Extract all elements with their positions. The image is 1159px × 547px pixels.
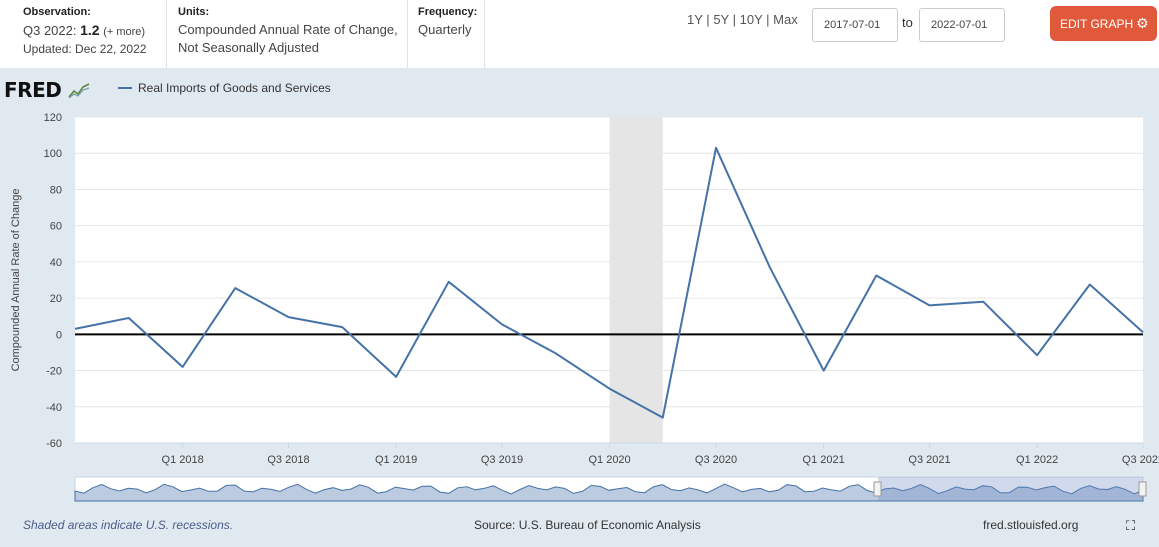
data-point[interactable]: [231, 284, 239, 292]
recession-band: [609, 117, 663, 443]
data-point[interactable]: [1139, 328, 1147, 336]
y-tick-label: 20: [50, 293, 62, 305]
data-point[interactable]: [179, 363, 187, 371]
data-point[interactable]: [606, 385, 614, 393]
fullscreen-icon[interactable]: ⛶: [1126, 518, 1136, 533]
source-note[interactable]: Source: U.S. Bureau of Economic Analysis: [474, 518, 701, 532]
y-tick-label: 120: [44, 112, 62, 124]
edit-graph-button[interactable]: EDIT GRAPH ⚙: [1050, 6, 1157, 41]
units-block: Units: Compounded Annual Rate of Change,…: [178, 4, 406, 57]
data-point[interactable]: [979, 298, 987, 306]
frequency-value: Quarterly: [418, 22, 472, 37]
logo-chart-icon: [67, 81, 90, 99]
data-point[interactable]: [552, 349, 560, 357]
legend-swatch: [118, 87, 132, 89]
legend-label: Real Imports of Goods and Services: [138, 81, 331, 95]
range-1y-button[interactable]: 1Y: [687, 12, 703, 27]
x-tick-label: Q3 2021: [908, 454, 950, 466]
observation-value: 1.2: [80, 22, 100, 38]
range-5y-button[interactable]: 5Y: [713, 12, 729, 27]
series-line: [74, 146, 1144, 419]
fred-logo-text: FRED: [4, 78, 62, 102]
navigator-series: [74, 483, 1144, 502]
x-tick-label: Q3 2020: [695, 454, 737, 466]
units-value-line2: Not Seasonally Adjusted: [178, 40, 319, 55]
y-tick-label: 60: [50, 221, 62, 233]
header-divider: [166, 0, 167, 68]
y-tick-label: -40: [46, 402, 62, 414]
site-link[interactable]: fred.stlouisfed.org: [983, 518, 1079, 532]
end-date-input[interactable]: 2022-07-01: [919, 8, 1005, 42]
x-tick-label: Q3 2019: [481, 454, 523, 466]
observation-more-link[interactable]: (+ more): [103, 26, 146, 38]
data-point[interactable]: [284, 313, 292, 321]
navigator-handle-left[interactable]: [873, 481, 882, 497]
data-point[interactable]: [338, 323, 346, 331]
data-point[interactable]: [1086, 281, 1094, 289]
chart-legend: Real Imports of Goods and Services: [118, 81, 331, 95]
navigator-selection[interactable]: [878, 477, 1143, 501]
navigator-handle-right[interactable]: [1138, 481, 1147, 497]
data-point[interactable]: [872, 271, 880, 279]
header-bar: Observation: Q3 2022: 1.2 (+ more) Updat…: [0, 0, 1159, 68]
header-divider: [484, 0, 485, 68]
frequency-label: Frequency:: [418, 6, 478, 18]
range-separator: |: [706, 12, 710, 27]
x-tick-label: Q1 2022: [1016, 454, 1058, 466]
y-tick-label: -60: [46, 438, 62, 450]
y-tick-label: 0: [56, 329, 62, 341]
x-tick-label: Q3 2018: [267, 454, 309, 466]
data-point[interactable]: [712, 144, 720, 152]
data-point[interactable]: [926, 301, 934, 309]
y-tick-label: 80: [50, 184, 62, 196]
range-separator: |: [766, 12, 770, 27]
plot-area: [75, 117, 1143, 443]
date-to-label: to: [902, 15, 913, 30]
data-point[interactable]: [498, 320, 506, 328]
x-tick-label: Q1 2020: [588, 454, 630, 466]
range-separator: |: [732, 12, 736, 27]
x-tick-label: Q3 2022: [1122, 454, 1159, 466]
edit-graph-label: EDIT GRAPH: [1060, 17, 1134, 31]
range-10y-button[interactable]: 10Y: [739, 12, 763, 27]
y-tick-label: 100: [44, 148, 62, 160]
x-tick-label: Q1 2019: [375, 454, 417, 466]
data-point[interactable]: [445, 278, 453, 286]
y-tick-label: -20: [46, 366, 62, 378]
range-max-button[interactable]: Max: [773, 12, 798, 27]
data-point[interactable]: [392, 373, 400, 381]
observation-value-line: Q3 2022: 1.2 (+ more): [23, 21, 146, 41]
range-selector: 1Y | 5Y | 10Y | Max: [687, 12, 798, 27]
y-axis-label: Compounded Annual Rate of Change: [10, 189, 22, 372]
units-value-line1: Compounded Annual Rate of Change,: [178, 22, 398, 37]
recession-note: Shaded areas indicate U.S. recessions.: [23, 518, 234, 532]
y-tick-label: 40: [50, 257, 62, 269]
updated-date: Updated: Dec 22, 2022: [23, 42, 147, 56]
units-label: Units:: [178, 6, 210, 18]
x-tick-label: Q1 2021: [803, 454, 845, 466]
observation-block: Observation: Q3 2022: 1.2 (+ more) Updat…: [23, 4, 146, 58]
start-date-input[interactable]: 2017-07-01: [812, 8, 898, 42]
fred-logo: FRED: [4, 78, 90, 102]
data-point[interactable]: [820, 367, 828, 375]
header-divider: [407, 0, 408, 68]
data-point[interactable]: [766, 263, 774, 271]
data-point[interactable]: [1033, 351, 1041, 359]
x-tick-label: Q1 2018: [162, 454, 204, 466]
data-point[interactable]: [125, 314, 133, 322]
data-point[interactable]: [71, 325, 79, 333]
observation-period: Q3 2022:: [23, 23, 77, 38]
gear-icon: ⚙: [1136, 15, 1149, 31]
data-point[interactable]: [659, 414, 667, 422]
frequency-block: Frequency: Quarterly: [418, 4, 477, 39]
observation-label: Observation:: [23, 6, 91, 18]
